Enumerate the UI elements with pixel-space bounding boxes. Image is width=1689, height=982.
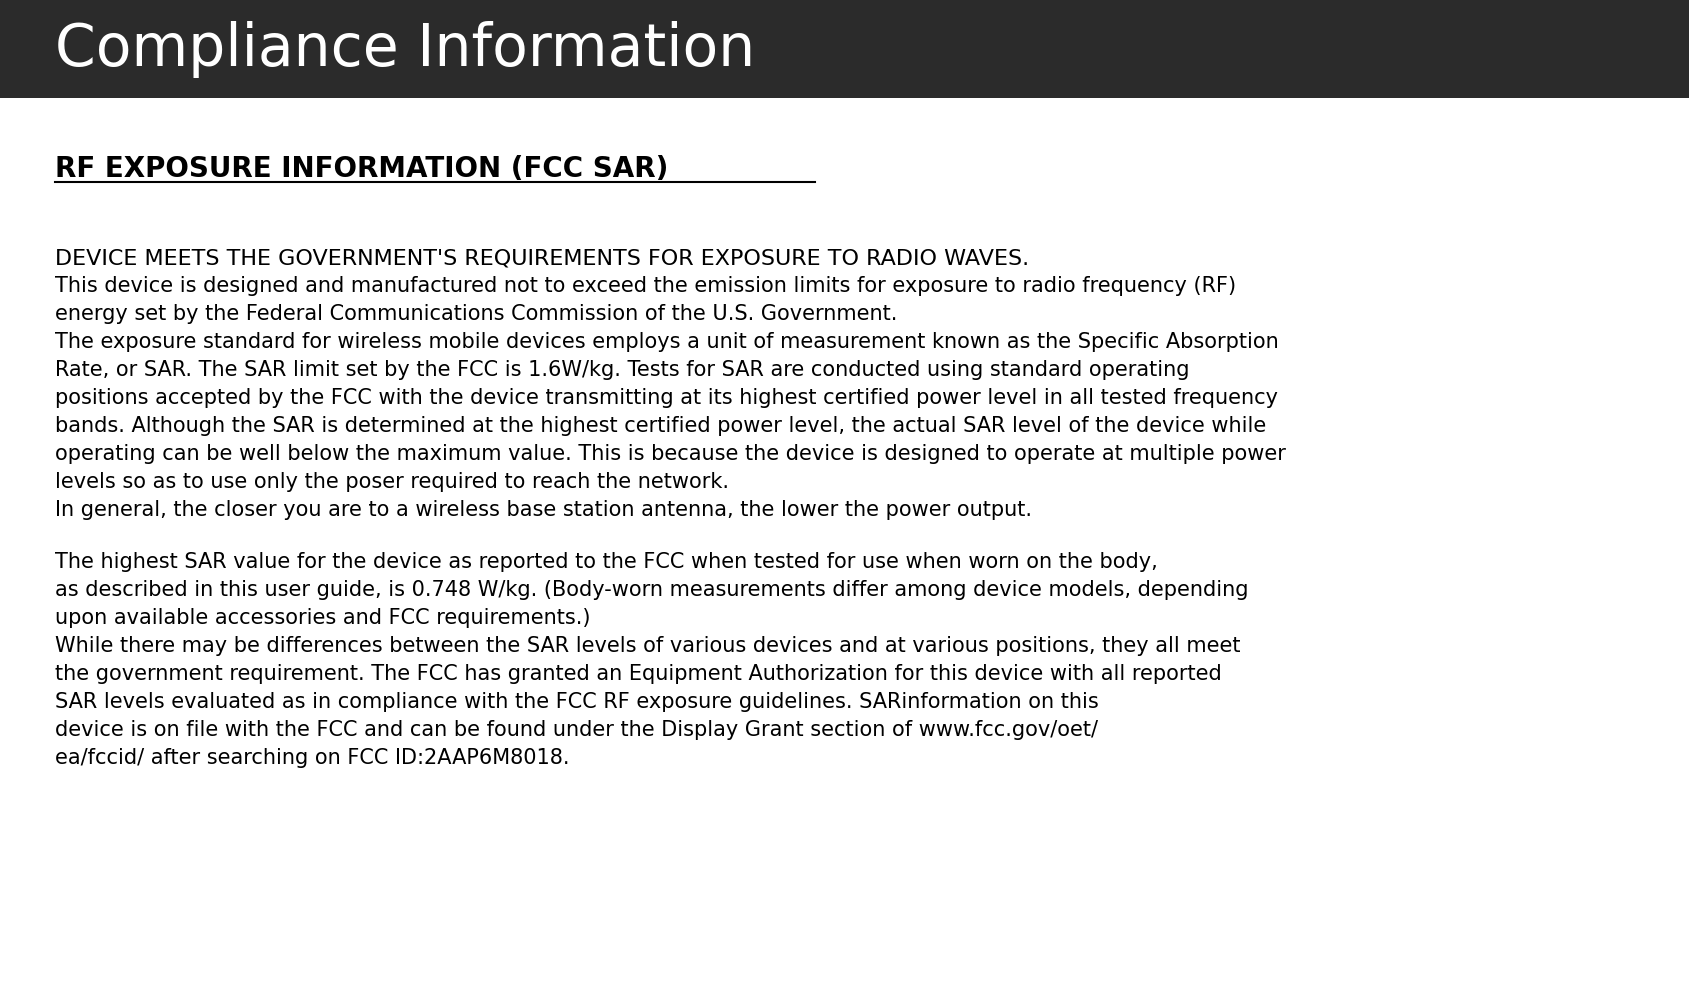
Text: operating can be well below the maximum value. This is because the device is des: operating can be well below the maximum … — [56, 444, 1285, 464]
Text: RF EXPOSURE INFORMATION (FCC SAR): RF EXPOSURE INFORMATION (FCC SAR) — [56, 155, 667, 183]
Bar — [0, 0, 1689, 98]
Text: device is on file with the FCC and can be found under the Display Grant section : device is on file with the FCC and can b… — [56, 720, 1098, 739]
Text: DEVICE MEETS THE GOVERNMENT'S REQUIREMENTS FOR EXPOSURE TO RADIO WAVES.: DEVICE MEETS THE GOVERNMENT'S REQUIREMEN… — [56, 248, 1029, 268]
Text: positions accepted by the FCC with the device transmitting at its highest certif: positions accepted by the FCC with the d… — [56, 388, 1277, 408]
Text: The exposure standard for wireless mobile devices employs a unit of measurement : The exposure standard for wireless mobil… — [56, 332, 1279, 352]
Text: upon available accessories and FCC requirements.): upon available accessories and FCC requi… — [56, 608, 589, 627]
Text: SAR levels evaluated as in compliance with the FCC RF exposure guidelines. SARin: SAR levels evaluated as in compliance wi… — [56, 691, 1098, 712]
Text: as described in this user guide, is 0.748 W/kg. (Body-worn measurements differ a: as described in this user guide, is 0.74… — [56, 579, 1248, 600]
Text: energy set by the Federal Communications Commission of the U.S. Government.: energy set by the Federal Communications… — [56, 304, 897, 324]
Text: The highest SAR value for the device as reported to the FCC when tested for use : The highest SAR value for the device as … — [56, 552, 1157, 572]
Text: levels so as to use only the poser required to reach the network.: levels so as to use only the poser requi… — [56, 472, 728, 492]
Text: Compliance Information: Compliance Information — [56, 21, 755, 78]
Text: This device is designed and manufactured not to exceed the emission limits for e: This device is designed and manufactured… — [56, 276, 1235, 296]
Text: bands. Although the SAR is determined at the highest certified power level, the : bands. Although the SAR is determined at… — [56, 416, 1265, 436]
Text: Rate, or SAR. The SAR limit set by the FCC is 1.6W/kg. Tests for SAR are conduct: Rate, or SAR. The SAR limit set by the F… — [56, 360, 1189, 380]
Text: In general, the closer you are to a wireless base station antenna, the lower the: In general, the closer you are to a wire… — [56, 500, 1032, 520]
Text: ea/fccid/ after searching on FCC ID:2AAP6M8018.: ea/fccid/ after searching on FCC ID:2AAP… — [56, 748, 569, 768]
Text: the government requirement. The FCC has granted an Equipment Authorization for t: the government requirement. The FCC has … — [56, 664, 1221, 683]
Text: While there may be differences between the SAR levels of various devices and at : While there may be differences between t… — [56, 635, 1240, 656]
